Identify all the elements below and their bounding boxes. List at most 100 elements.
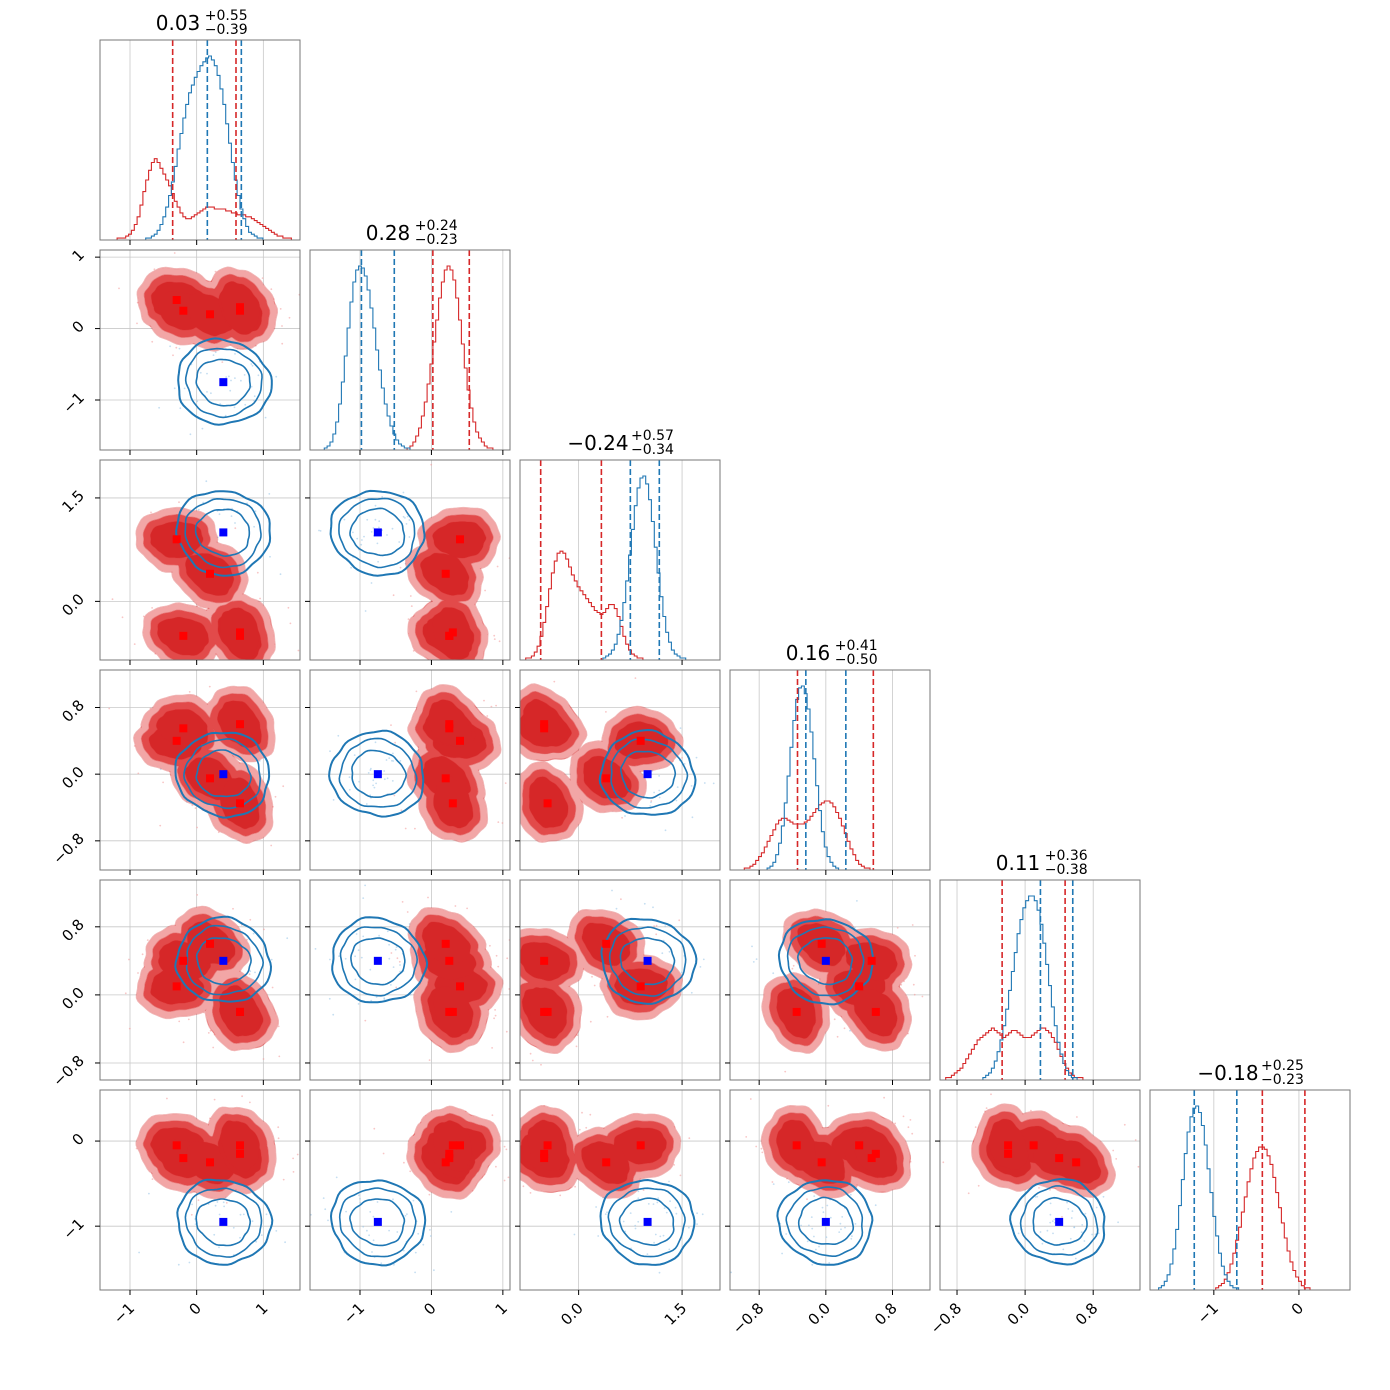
scatter-point-blue bbox=[383, 998, 386, 1001]
scatter-point-blue bbox=[378, 526, 380, 529]
contour-blue-level-2 bbox=[620, 750, 677, 799]
scatter-point-blue bbox=[394, 948, 397, 951]
scatter-point-blue bbox=[370, 767, 372, 770]
scatter-point-blue bbox=[391, 780, 394, 782]
y-tick-label: 1 bbox=[68, 246, 87, 265]
contour-blue-level-2 bbox=[351, 749, 408, 798]
scatter-point-blue bbox=[374, 504, 377, 507]
marker-red bbox=[855, 1141, 864, 1150]
scatter-point-red bbox=[153, 268, 156, 271]
scatter-point-blue bbox=[825, 1236, 828, 1239]
scatter-point-red bbox=[292, 1157, 294, 1160]
scatter-point-blue bbox=[1049, 1202, 1052, 1205]
scatter-point-blue bbox=[651, 770, 654, 772]
panel-frame bbox=[939, 879, 1141, 1081]
scatter-point-red bbox=[271, 986, 274, 989]
scatter-point-red bbox=[678, 919, 681, 922]
scatter-point-red bbox=[292, 1171, 295, 1173]
panel-title-minus: −0.23 bbox=[1261, 1072, 1304, 1088]
panel-title-plus: +0.41 bbox=[835, 638, 878, 654]
scatter-point-blue bbox=[702, 958, 705, 961]
scatter-point-blue bbox=[138, 1251, 141, 1254]
panel-title-minus: −0.34 bbox=[631, 442, 674, 458]
histogram-blue bbox=[310, 265, 510, 450]
scatter-point-red bbox=[977, 1184, 980, 1187]
scatter-point-blue bbox=[356, 537, 359, 540]
panel-5-0: −1 0 1 −1 0 bbox=[60, 1089, 301, 1328]
scatter-point-red bbox=[412, 650, 415, 652]
scatter-point-red bbox=[498, 1037, 500, 1039]
scatter-point-red bbox=[162, 781, 165, 784]
scatter-point-blue bbox=[1069, 1237, 1072, 1240]
scatter-point-blue bbox=[360, 543, 363, 546]
scatter-point-red bbox=[393, 794, 396, 797]
panel-content bbox=[730, 880, 930, 1080]
panel-content bbox=[940, 1090, 1140, 1290]
panel-title-value: 0.28 bbox=[366, 221, 411, 245]
marker-blue bbox=[373, 770, 382, 779]
y-tick-label: −0.8 bbox=[49, 1052, 87, 1090]
scatter-point-red bbox=[277, 1025, 280, 1028]
scatter-point-red bbox=[491, 1114, 494, 1117]
scatter-point-red bbox=[159, 824, 162, 827]
scatter-point-blue bbox=[1034, 1196, 1037, 1198]
scatter-point-blue bbox=[399, 760, 402, 762]
scatter-point-red bbox=[498, 640, 501, 643]
marker-red bbox=[448, 1141, 457, 1150]
panel-content bbox=[506, 670, 720, 870]
contour-blue-level-2 bbox=[618, 1197, 675, 1247]
scatter-point-blue bbox=[353, 754, 356, 756]
scatter-point-blue bbox=[368, 1234, 370, 1237]
marker-red bbox=[172, 296, 181, 304]
scatter-point-red bbox=[241, 1095, 244, 1098]
scatter-point-red bbox=[673, 1164, 675, 1166]
scatter-point-red bbox=[516, 993, 518, 995]
scatter-point-blue bbox=[365, 803, 368, 805]
contour-blue-level-0 bbox=[777, 918, 875, 1006]
scatter-point-red bbox=[1038, 1187, 1040, 1189]
scatter-point-blue bbox=[218, 513, 221, 516]
scatter-point-blue bbox=[595, 1206, 597, 1208]
scatter-point-blue bbox=[257, 374, 260, 377]
scatter-point-blue bbox=[657, 1197, 660, 1199]
marker-blue bbox=[219, 378, 228, 387]
scatter-point-red bbox=[493, 638, 496, 640]
scatter-point-red bbox=[771, 1181, 774, 1183]
scatter-point-blue bbox=[611, 889, 613, 892]
panel-content bbox=[1150, 1090, 1350, 1290]
scatter-point-red bbox=[792, 964, 795, 967]
scatter-point-red bbox=[214, 270, 217, 273]
scatter-point-red bbox=[373, 1127, 376, 1130]
panel-frame bbox=[99, 249, 301, 451]
scatter-point-blue bbox=[429, 1229, 431, 1231]
scatter-point-red bbox=[261, 277, 264, 279]
scatter-point-blue bbox=[386, 777, 389, 780]
scatter-point-blue bbox=[211, 497, 214, 500]
scatter-point-red bbox=[589, 1113, 592, 1116]
scatter-point-red bbox=[190, 1213, 193, 1216]
scatter-point-red bbox=[272, 805, 274, 808]
scatter-point-blue bbox=[205, 480, 208, 483]
scatter-point-blue bbox=[275, 375, 278, 378]
scatter-point-blue bbox=[703, 782, 706, 784]
scatter-point-red bbox=[302, 626, 304, 628]
contour-blue-level-2 bbox=[195, 1198, 252, 1247]
scatter-point-blue bbox=[218, 1213, 221, 1216]
marker-red bbox=[871, 1149, 880, 1158]
x-tick-label: −1 bbox=[1194, 1299, 1222, 1327]
contour-blue-level-1 bbox=[184, 497, 262, 569]
marker-blue bbox=[643, 956, 652, 965]
contour-blue-level-0 bbox=[598, 728, 697, 816]
scatter-point-blue bbox=[376, 1201, 379, 1203]
scatter-point-blue bbox=[232, 1226, 235, 1229]
scatter-point-red bbox=[517, 777, 519, 779]
scatter-point-red bbox=[151, 340, 154, 343]
marker-red bbox=[540, 724, 549, 733]
scatter-point-red bbox=[984, 1110, 986, 1113]
scatter-point-blue bbox=[243, 374, 246, 376]
panel-frame bbox=[729, 669, 931, 871]
scatter-point-blue bbox=[234, 353, 236, 355]
scatter-point-blue bbox=[366, 1229, 368, 1232]
scatter-point-red bbox=[506, 755, 508, 757]
